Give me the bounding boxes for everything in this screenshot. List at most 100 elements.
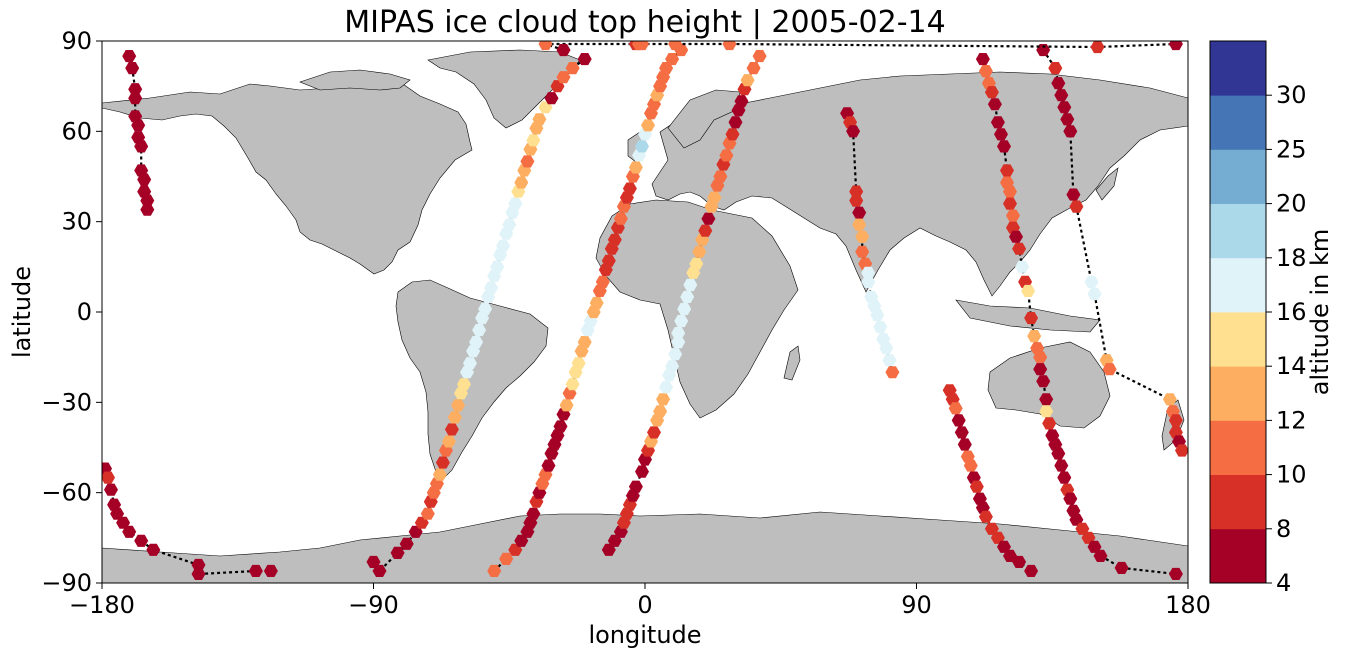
colorbar-tick-label: 8 xyxy=(1276,515,1291,543)
cloud-marker xyxy=(1069,200,1084,213)
cloud-marker xyxy=(665,360,680,373)
cloud-marker xyxy=(1162,393,1177,406)
cloud-marker xyxy=(1003,549,1017,562)
cloud-marker xyxy=(372,564,387,577)
colorbar: 4 8 10 12 14 16 18 20 25 30 xyxy=(1209,40,1307,597)
cloud-marker xyxy=(707,191,722,204)
cloud-marker xyxy=(1039,405,1054,418)
cloud-marker xyxy=(191,567,206,580)
cloud-marker xyxy=(1090,41,1105,54)
cloud-marker xyxy=(457,378,471,391)
cloud-marker xyxy=(571,357,586,370)
colorbar-label: altitude in km xyxy=(1306,229,1334,396)
y-axis: −90 −60 −30 0 30 60 90 xyxy=(41,27,102,597)
cloud-marker xyxy=(635,465,649,478)
cloud-marker xyxy=(728,116,743,129)
cloud-marker xyxy=(484,281,499,294)
cloud-marker xyxy=(390,546,405,559)
y-axis-label: latitude xyxy=(8,266,36,358)
cloud-marker xyxy=(1003,185,1017,198)
cloud-marker xyxy=(472,324,487,337)
cloud-marker xyxy=(1087,287,1102,300)
cloud-marker xyxy=(635,140,649,153)
cloud-marker xyxy=(1168,567,1183,580)
colorbar-segment xyxy=(1210,95,1266,150)
cloud-marker xyxy=(607,233,622,246)
cloud-marker xyxy=(1042,417,1057,430)
cloud-marker xyxy=(647,426,661,439)
cloud-marker xyxy=(722,41,737,51)
cloud-marker xyxy=(1036,44,1051,57)
cloud-marker xyxy=(263,564,278,577)
south-america-land xyxy=(395,279,549,479)
cloud-marker xyxy=(873,321,888,334)
cloud-marker xyxy=(1063,492,1078,505)
colorbar-segment xyxy=(1210,420,1266,475)
colorbar-segment xyxy=(1210,203,1266,259)
cloud-marker xyxy=(885,366,900,379)
cloud-marker xyxy=(659,381,674,394)
cloud-marker xyxy=(140,203,155,216)
cloud-marker xyxy=(532,113,547,126)
colorbar-segment xyxy=(1210,474,1266,530)
cloud-marker xyxy=(746,62,761,75)
cloud-marker xyxy=(122,50,137,63)
australia-land xyxy=(987,341,1111,429)
cloud-marker xyxy=(882,354,897,367)
cloud-marker xyxy=(680,290,695,303)
cloud-marker xyxy=(1057,101,1072,114)
cloud-marker xyxy=(248,564,263,577)
colorbar-tick-label: 25 xyxy=(1276,135,1307,163)
cloud-marker xyxy=(499,552,514,565)
cloud-marker xyxy=(1000,164,1014,177)
cloud-marker xyxy=(987,98,1002,111)
cloud-marker xyxy=(131,119,146,132)
colorbar-segment xyxy=(1210,366,1266,421)
cloud-marker xyxy=(134,534,149,547)
cloud-marker xyxy=(538,41,553,51)
cloud-marker xyxy=(514,176,529,189)
cloud-marker xyxy=(641,119,655,132)
cloud-marker xyxy=(978,65,993,78)
colorbar-segment xyxy=(1210,41,1266,96)
cloud-marker xyxy=(526,134,541,147)
cloud-marker xyxy=(701,212,716,225)
cloud-marker xyxy=(852,218,867,231)
cloud-marker xyxy=(478,302,493,316)
cloud-marker xyxy=(879,342,894,355)
cloud-marker xyxy=(556,44,571,57)
cloud-marker xyxy=(541,459,556,472)
cloud-marker xyxy=(1051,447,1066,460)
cloud-marker xyxy=(104,483,118,496)
cloud-marker xyxy=(1039,393,1054,406)
cloud-marker xyxy=(861,275,876,288)
cloud-marker xyxy=(994,128,1008,141)
cloud-marker xyxy=(577,53,592,66)
cloud-marker xyxy=(444,423,459,436)
cloud-marker xyxy=(1012,555,1027,568)
cloud-marker xyxy=(1054,459,1069,472)
cloud-marker xyxy=(951,414,966,427)
y-tick-label: 30 xyxy=(61,208,92,236)
cloud-marker xyxy=(589,296,604,309)
cloud-marker xyxy=(1015,260,1030,273)
cloud-marker xyxy=(665,53,680,66)
greenland-land xyxy=(427,49,581,129)
colorbar-tick-label: 18 xyxy=(1276,244,1307,272)
x-tick-label: −180 xyxy=(69,591,135,619)
cloud-marker xyxy=(656,393,671,406)
cloud-marker xyxy=(556,71,571,84)
cloud-marker xyxy=(1060,113,1075,126)
x-tick-label: 180 xyxy=(1165,591,1211,619)
cloud-marker xyxy=(1021,284,1036,297)
y-tick-label: 0 xyxy=(77,298,92,326)
madagascar-land xyxy=(783,345,801,381)
cloud-marker xyxy=(487,564,502,577)
cloud-marker xyxy=(1057,471,1072,484)
cloud-marker xyxy=(544,92,559,105)
cloud-marker xyxy=(1051,77,1066,90)
cloud-marker xyxy=(490,260,505,273)
cloud-marker xyxy=(451,399,465,412)
cloud-marker xyxy=(1024,312,1039,325)
